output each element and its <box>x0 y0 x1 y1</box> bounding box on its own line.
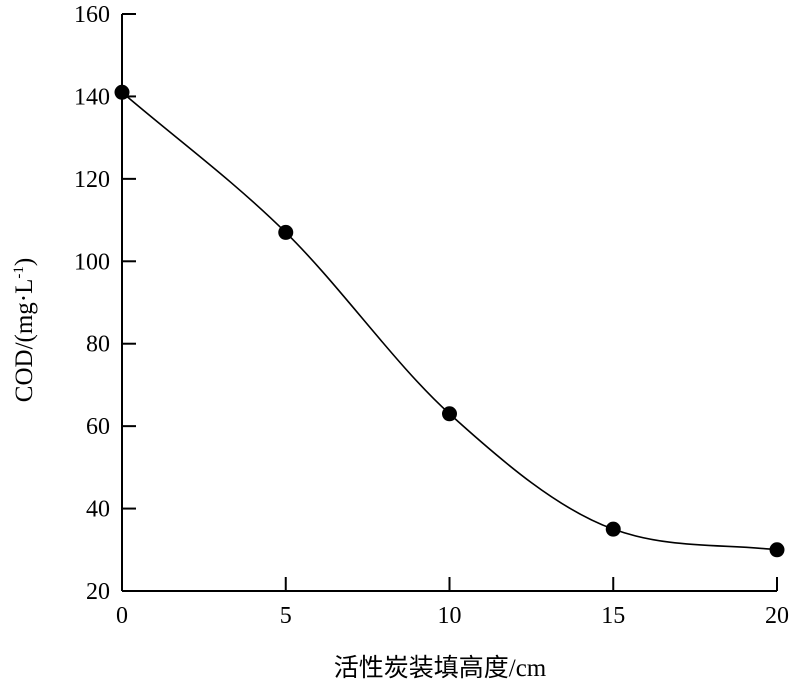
y-ticks: 20 40 60 80 100 120 140 160 <box>74 2 136 605</box>
x-tick-label: 20 <box>765 603 789 629</box>
series-line <box>121 91 778 551</box>
y-tick-label: 80 <box>86 332 110 358</box>
x-tick-label: 0 <box>116 603 128 629</box>
y-tick-label: 100 <box>74 249 110 275</box>
y-axis-title-close: ) <box>11 258 38 266</box>
x-tick-label: 10 <box>438 603 462 629</box>
data-point <box>442 406 457 422</box>
x-axis-title: 活性炭装填高度/cm <box>334 654 547 682</box>
y-tick-label: 160 <box>74 2 110 28</box>
x-tick-label: 5 <box>280 603 292 629</box>
y-tick-label: 40 <box>86 497 110 523</box>
x-ticks: 0 5 10 15 20 <box>116 577 789 629</box>
data-point <box>114 84 130 100</box>
y-axis-title-superscript: -1 <box>11 266 27 279</box>
y-tick-label: 120 <box>74 167 110 193</box>
y-tick-label: 140 <box>74 84 110 110</box>
y-tick-label: 20 <box>86 579 110 605</box>
x-tick-label: 15 <box>601 603 625 629</box>
data-point <box>278 224 294 240</box>
y-tick-label: 60 <box>86 414 110 440</box>
y-axis-title-main: COD/(mg·L <box>11 279 38 403</box>
y-axis-title: COD/(mg·L-1) <box>11 258 38 402</box>
data-points <box>114 84 785 558</box>
data-point <box>605 521 621 537</box>
data-point <box>769 542 785 558</box>
